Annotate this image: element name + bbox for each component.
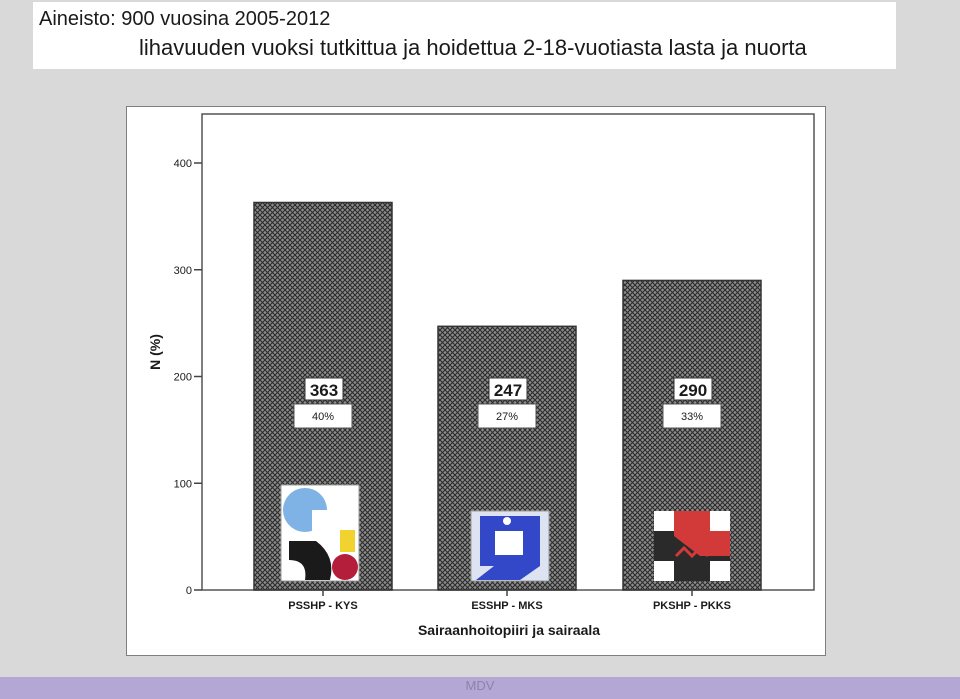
page-title: Aineisto: 900 vuosina 2005-2012 [39, 8, 331, 30]
esshp-logo [470, 510, 550, 582]
percent-label-box [662, 403, 722, 429]
x-axis-label: Sairaanhoitopiiri ja sairaala [418, 622, 600, 638]
y-axis-label: N (%) [147, 334, 163, 370]
y-tick-label: 100 [174, 478, 192, 490]
logo-black-shape [289, 541, 332, 580]
percent-label: 27% [496, 411, 518, 423]
footer-bar [0, 677, 960, 699]
pkshp-logo [654, 511, 730, 581]
data-label: 247 [494, 381, 522, 400]
title-box: Aineisto: 900 vuosina 2005-2012 lihavuud… [33, 2, 896, 69]
data-label-box [488, 377, 528, 401]
y-tick-label: 0 [186, 585, 192, 597]
logo-white-square [495, 531, 523, 555]
x-tick-label: PSSHP - KYS [288, 600, 358, 612]
logo-white-dot [503, 517, 511, 525]
percent-label-box [477, 403, 537, 429]
page-subtitle: lihavuuden vuoksi tutkittua ja hoidettua… [139, 35, 807, 60]
logo-yellow-block [340, 530, 355, 552]
data-label-box [673, 377, 713, 401]
percent-label: 33% [681, 411, 703, 423]
y-tick-label: 300 [174, 265, 192, 277]
data-label: 290 [679, 381, 707, 400]
y-tick-label: 200 [174, 372, 192, 384]
logo-red-shape [674, 511, 730, 556]
percent-label-box [293, 403, 353, 429]
logo-red-steps [674, 545, 710, 559]
x-tick-label: ESSHP - MKS [471, 600, 542, 612]
data-label: 363 [310, 381, 338, 400]
x-tick-label: PKSHP - PKKS [653, 600, 731, 612]
y-tick-label: 400 [174, 158, 192, 170]
logo-red-circle [332, 554, 358, 580]
percent-label: 40% [312, 411, 334, 423]
footer-text: MDV [465, 678, 495, 693]
data-label-box [304, 377, 344, 401]
logo-white-square [312, 510, 352, 532]
pshp-logo [280, 484, 360, 582]
